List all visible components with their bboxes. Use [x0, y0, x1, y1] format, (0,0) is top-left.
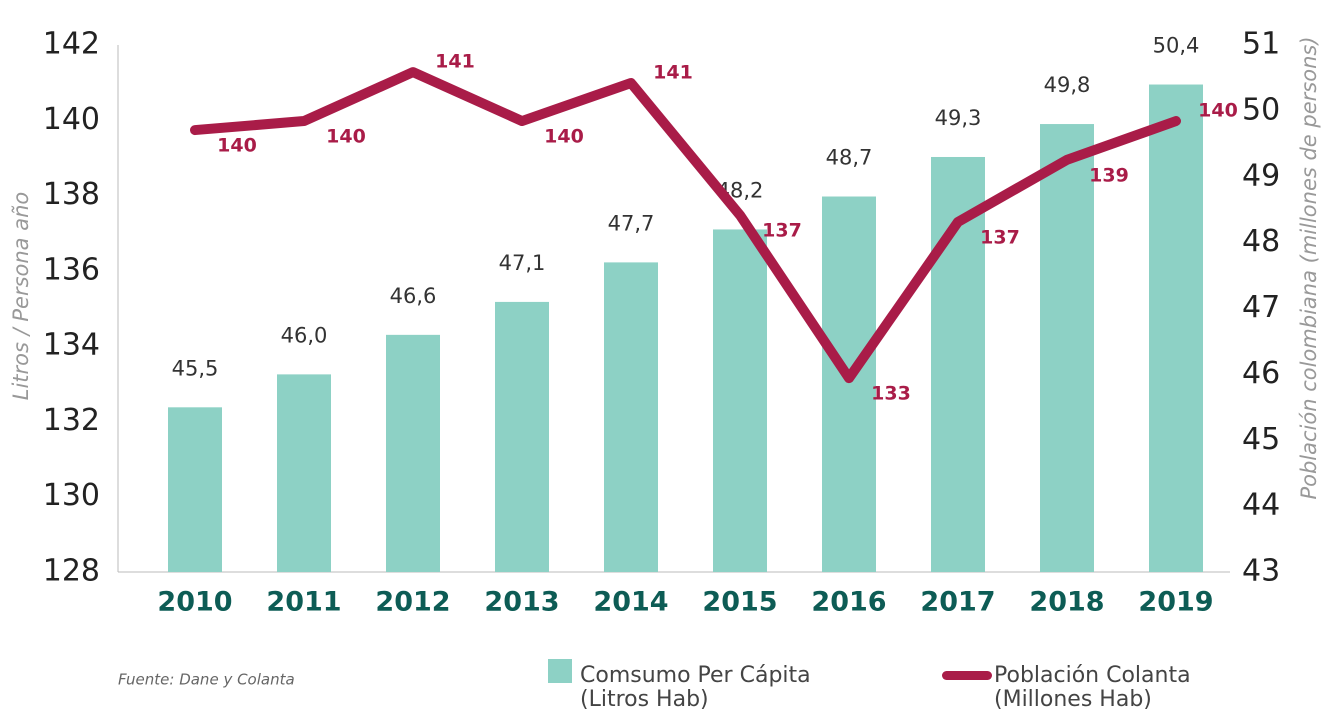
- line: [190, 67, 1181, 384]
- x-tick-label: 2013: [484, 587, 559, 618]
- bar-value-label: 49,3: [935, 106, 982, 130]
- y-tick-label: 140: [43, 102, 100, 137]
- y2-tick-label: 46: [1242, 356, 1280, 391]
- y2-tick-label: 47: [1242, 290, 1280, 325]
- x-tick-label: 2016: [811, 587, 886, 618]
- bar-value-label: 48,7: [826, 146, 873, 170]
- bar-value-label: 46,0: [281, 323, 328, 347]
- y2-tick-label: 49: [1242, 158, 1280, 193]
- y2-tick-label: 50: [1242, 92, 1280, 127]
- bar: [1040, 124, 1094, 573]
- x-tick-label: 2018: [1029, 587, 1104, 618]
- x-tick-label: 2017: [920, 587, 995, 618]
- y2-tick-label: 48: [1242, 224, 1280, 259]
- bar: [277, 374, 331, 572]
- y2-axis-title: Población colombiana (millones de person…: [1297, 36, 1321, 499]
- legend-swatch-line: [942, 671, 992, 680]
- legend-label: Comsumo Per Cápita (Litros Hab): [580, 663, 811, 712]
- y-tick-label: 142: [43, 27, 100, 62]
- x-tick-label: 2012: [375, 587, 450, 618]
- source-note: Fuente: Dane y Colanta: [118, 671, 295, 689]
- line-value-label: 139: [1089, 164, 1129, 186]
- line-value-label: 137: [980, 226, 1020, 248]
- y2-tick-label: 45: [1242, 422, 1280, 457]
- bar: [495, 301, 549, 572]
- bar-value-label: 47,1: [499, 251, 546, 275]
- bar: [822, 196, 876, 572]
- y2-tick-label: 43: [1242, 554, 1280, 589]
- x-tick-label: 2014: [593, 587, 668, 618]
- bar: [1149, 84, 1203, 573]
- y2-tick-label: 51: [1242, 27, 1280, 62]
- y-axis-title: Litros / Persona año: [9, 192, 33, 401]
- line-value-label: 133: [871, 383, 911, 405]
- line-value-label: 140: [326, 126, 366, 148]
- line-value-label: 140: [1198, 100, 1238, 122]
- x-tick-label: 2011: [266, 587, 341, 618]
- line-value-label: 137: [762, 220, 802, 242]
- y-tick-label: 128: [43, 554, 100, 589]
- bar: [713, 229, 767, 572]
- y-tick-label: 134: [43, 328, 100, 363]
- legend-swatch-bar: [548, 659, 572, 683]
- bar: [386, 334, 440, 572]
- y-tick-label: 130: [43, 478, 100, 513]
- line-value-label: 140: [217, 135, 257, 157]
- x-tick-label: 2015: [702, 587, 777, 618]
- bar-value-label: 50,4: [1153, 34, 1200, 58]
- line-value-label: 140: [544, 126, 584, 148]
- x-tick-label: 2019: [1138, 587, 1213, 618]
- y-tick-label: 136: [43, 252, 100, 287]
- bar: [604, 262, 658, 572]
- x-tick-label: 2010: [157, 587, 232, 618]
- line-value-label: 141: [653, 62, 693, 84]
- line-value-label: 141: [435, 51, 475, 73]
- legend-label: Población Colanta (Millones Hab): [994, 663, 1191, 712]
- y-tick-label: 132: [43, 403, 100, 438]
- bar-value-label: 49,8: [1044, 73, 1091, 97]
- bar-value-label: 47,7: [608, 211, 655, 235]
- y-tick-label: 138: [43, 177, 100, 212]
- y2-tick-label: 44: [1242, 488, 1280, 523]
- bar: [168, 407, 222, 572]
- bar-value-label: 46,6: [390, 284, 437, 308]
- bar-value-label: 45,5: [172, 356, 219, 380]
